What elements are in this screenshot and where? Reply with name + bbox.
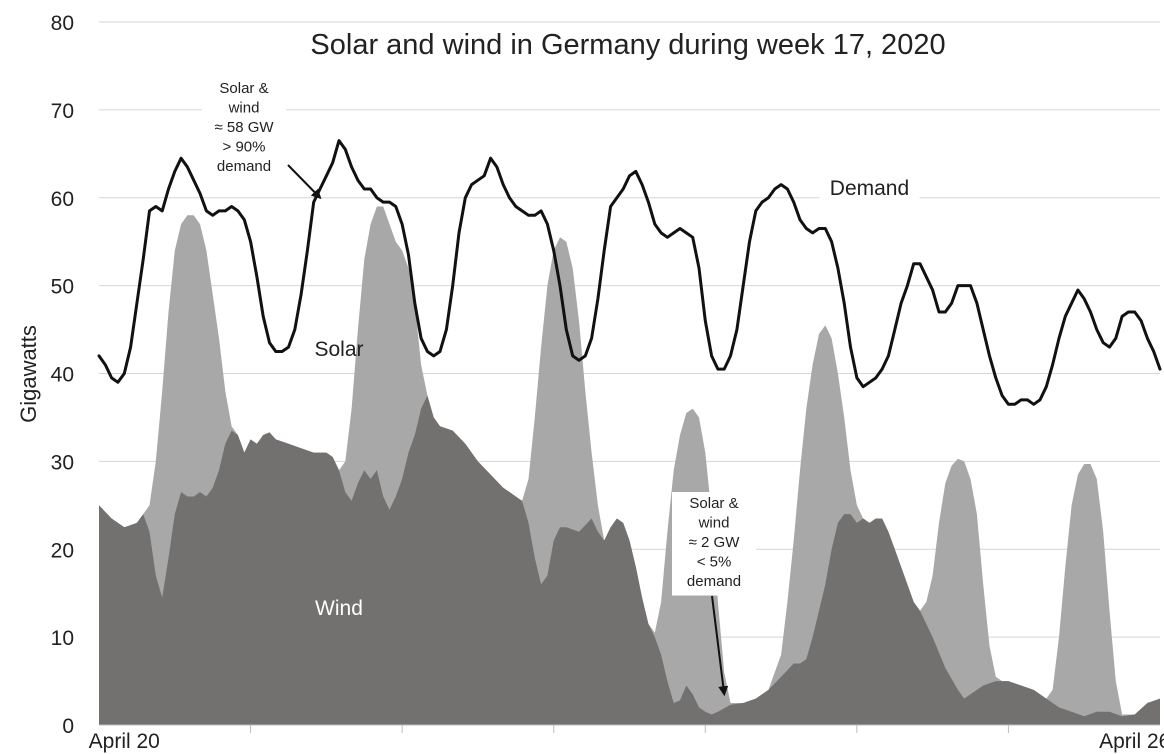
wind-series-label: Wind [315,597,363,620]
annotation-backdrop [202,77,286,181]
demand-series-label: Demand [830,177,909,200]
axes: 0 10 20 30 40 50 60 70 80 April 20 April 26 [51,12,1164,753]
chart-title: Solar and wind in Germany during week 17… [310,29,945,61]
stacked-areas [99,206,1160,725]
series-labels: Solar Wind Demand [314,175,920,620]
annotation: Solar & wind ≈ 58 GW > 90% demand [202,77,322,200]
annotation-backdrop [672,492,756,596]
y-tick-label: 0 [62,715,74,738]
annotation-line: demand [687,573,741,590]
y-tick-label: 10 [51,627,74,650]
annotation-line: Solar & [689,495,738,512]
wind-area [99,395,1160,725]
annotation-line: < 5% [697,554,732,571]
demand-label-backdrop [819,175,920,204]
x-tick-label: April 20 [89,730,160,753]
y-tick-label: 30 [51,451,74,474]
annotation-line: ≈ 58 GW [214,119,274,136]
annotation-line: wind [698,515,730,532]
demand-line-layer [97,139,1162,406]
annotation-line: wind [228,100,260,117]
y-tick-label: 40 [51,364,74,387]
annotation-line: demand [217,158,271,175]
y-tick-label: 60 [51,188,74,211]
annotation-line: Solar & [219,80,268,97]
annotation-line: > 90% [223,139,266,156]
x-tick-label: April 26 [1099,730,1164,753]
y-axis-label: Gigawatts [16,325,41,423]
annotation-arrow [287,164,322,200]
annotation-line: ≈ 2 GW [689,534,741,551]
y-tick-label: 70 [51,100,74,123]
demand-line [97,139,1162,406]
annotation: Solar & wind ≈ 2 GW < 5% demand [672,492,756,697]
annotations: Solar & wind ≈ 58 GW > 90% demand Solar & wind… [202,77,756,697]
y-tick-label: 50 [51,276,74,299]
annotation-arrow [711,595,729,697]
y-tick-label: 80 [51,12,74,35]
solar-series-label: Solar [314,338,363,361]
y-tick-label: 20 [51,539,74,562]
